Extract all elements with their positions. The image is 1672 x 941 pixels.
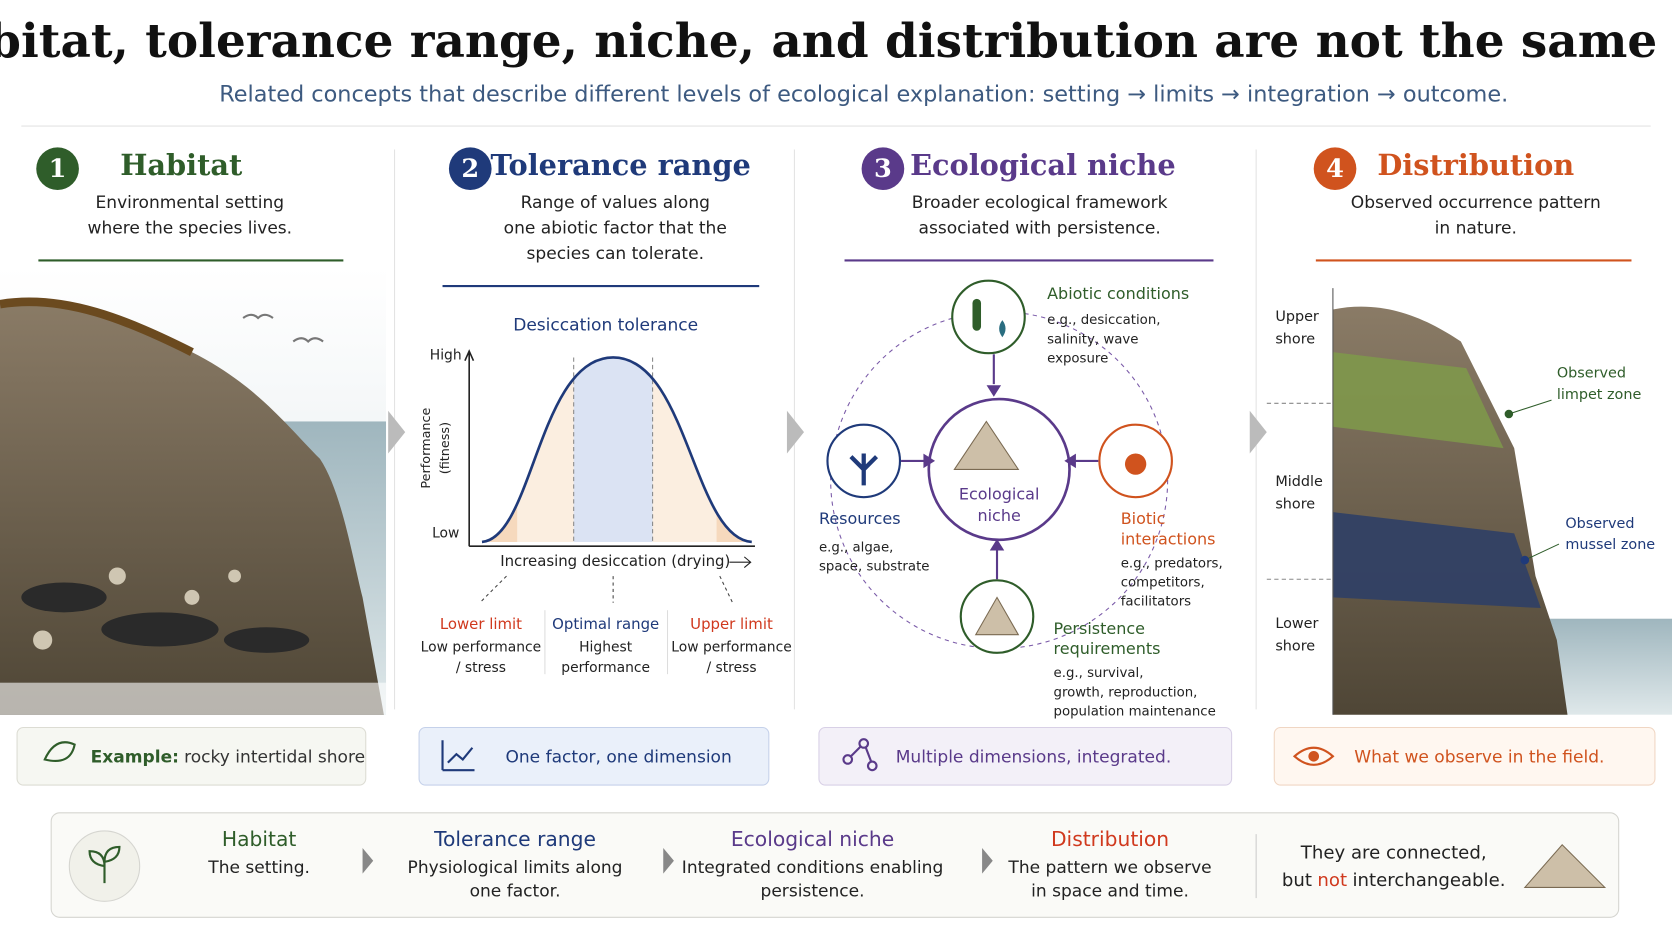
node-label: Abiotic conditions bbox=[1047, 284, 1189, 303]
habitat-illustration bbox=[0, 266, 387, 715]
text-run: not bbox=[1317, 870, 1347, 891]
x-axis-label: Increasing desiccation (drying) bbox=[500, 552, 730, 570]
badge-number: 3 bbox=[874, 154, 892, 184]
niche-center-label: Ecological bbox=[959, 485, 1040, 504]
shore-level-label: shore bbox=[1275, 497, 1315, 513]
badge-number: 2 bbox=[461, 154, 479, 184]
y-axis-label: (fitness) bbox=[438, 422, 453, 474]
summary-description: in space and time. bbox=[1031, 882, 1189, 902]
zone-description: Low performance bbox=[421, 640, 541, 656]
y-high-label: High bbox=[430, 347, 462, 363]
node-label: interactions bbox=[1121, 529, 1216, 548]
page-subtitle: Related concepts that describe different… bbox=[219, 82, 1508, 108]
node-examples: competitors, bbox=[1121, 575, 1205, 590]
footer-text: Multiple dimensions, integrated. bbox=[896, 747, 1172, 767]
niche-diagram bbox=[826, 279, 1173, 654]
node-examples: e.g., predators, bbox=[1121, 556, 1223, 571]
zone-description: / stress bbox=[456, 660, 506, 676]
node-examples: e.g., survival, bbox=[1054, 666, 1144, 681]
footer-text: What we observe in the field. bbox=[1354, 747, 1604, 767]
zone-label: mussel zone bbox=[1565, 537, 1655, 553]
node-examples: salinity, wave bbox=[1047, 332, 1138, 347]
conclusion-text: They are connected, bbox=[1300, 842, 1487, 863]
footer-boxes bbox=[16, 726, 1656, 786]
zone-description: / stress bbox=[706, 660, 756, 676]
panel-description: associated with persistence. bbox=[919, 218, 1161, 238]
footer-text: Example: rocky intertidal shore bbox=[91, 747, 365, 767]
panel-description: Environmental setting bbox=[96, 193, 285, 213]
zone-label: Upper limit bbox=[690, 615, 773, 633]
panel-description: in nature. bbox=[1435, 218, 1517, 238]
panel-rules bbox=[38, 259, 1632, 288]
summary-title: Ecological niche bbox=[731, 827, 894, 851]
badge-number: 4 bbox=[1326, 154, 1344, 184]
node-label: Biotic bbox=[1121, 509, 1166, 528]
zone-label: limpet zone bbox=[1557, 387, 1642, 403]
conclusion-text: but not interchangeable. bbox=[1282, 870, 1506, 891]
page-title: Habitat, tolerance range, niche, and dis… bbox=[0, 14, 1672, 69]
zone-description: performance bbox=[561, 660, 650, 676]
footer-text: One factor, one dimension bbox=[505, 747, 731, 767]
y-axis-label: Performance bbox=[419, 407, 434, 488]
summary-box bbox=[50, 812, 1620, 918]
summary-description: persistence. bbox=[761, 882, 865, 902]
summary-title: Distribution bbox=[1051, 827, 1169, 851]
zone-label: Optimal range bbox=[552, 615, 659, 633]
summary-description: The setting. bbox=[207, 858, 310, 878]
zone-label: Observed bbox=[1565, 516, 1634, 532]
panel-description: species can tolerate. bbox=[527, 244, 705, 264]
zone-description: Low performance bbox=[671, 640, 791, 656]
node-label: Resources bbox=[819, 509, 901, 528]
text-run: but bbox=[1282, 870, 1312, 891]
node-examples: population maintenance bbox=[1054, 704, 1216, 719]
node-label: requirements bbox=[1054, 639, 1161, 658]
panel-chevrons bbox=[388, 410, 1267, 454]
panel-title: Distribution bbox=[1377, 148, 1574, 182]
y-low-label: Low bbox=[432, 525, 459, 541]
node-examples: growth, reproduction, bbox=[1054, 685, 1198, 700]
zone-description: Highest bbox=[579, 640, 633, 656]
panel-description: one abiotic factor that the bbox=[504, 218, 727, 238]
text-run: interchangeable. bbox=[1353, 870, 1506, 891]
node-examples: facilitators bbox=[1121, 595, 1191, 610]
shore-level-label: Lower bbox=[1275, 616, 1318, 632]
zone-label: Observed bbox=[1557, 365, 1626, 381]
chart-title: Desiccation tolerance bbox=[513, 315, 698, 335]
summary-description: Physiological limits along bbox=[408, 858, 623, 878]
text-run: rocky intertidal shore bbox=[184, 747, 365, 767]
shore-level-label: Middle bbox=[1275, 474, 1323, 490]
summary-title: Tolerance range bbox=[433, 827, 596, 851]
node-examples: space, substrate bbox=[819, 559, 930, 574]
node-examples: e.g., desiccation, bbox=[1047, 313, 1160, 328]
niche-center-label: niche bbox=[977, 506, 1020, 525]
shore-level-label: shore bbox=[1275, 331, 1315, 347]
panel-description: Range of values along bbox=[521, 193, 710, 213]
panel-title: Ecological niche bbox=[910, 148, 1176, 182]
summary-description: Integrated conditions enabling bbox=[682, 858, 943, 878]
panel-title: Habitat bbox=[120, 148, 243, 182]
node-examples: e.g., algae, bbox=[819, 540, 893, 555]
badge-number: 1 bbox=[49, 154, 67, 184]
panel-title: Tolerance range bbox=[490, 148, 750, 182]
distribution-illustration bbox=[1266, 288, 1672, 715]
panel-description: Observed occurrence pattern bbox=[1351, 193, 1601, 213]
number-badges bbox=[36, 147, 1357, 191]
node-label: Persistence bbox=[1054, 619, 1145, 638]
shore-level-label: Upper bbox=[1275, 309, 1319, 325]
summary-description: The pattern we observe bbox=[1007, 858, 1211, 878]
summary-title: Habitat bbox=[222, 827, 296, 851]
panel-description: Broader ecological framework bbox=[912, 193, 1168, 213]
text-run: Example: bbox=[91, 747, 179, 767]
summary-description: one factor. bbox=[470, 882, 561, 902]
shore-level-label: shore bbox=[1275, 638, 1315, 654]
node-examples: exposure bbox=[1047, 352, 1108, 367]
panel-description: where the species lives. bbox=[88, 218, 293, 238]
zone-label: Lower limit bbox=[440, 615, 522, 633]
